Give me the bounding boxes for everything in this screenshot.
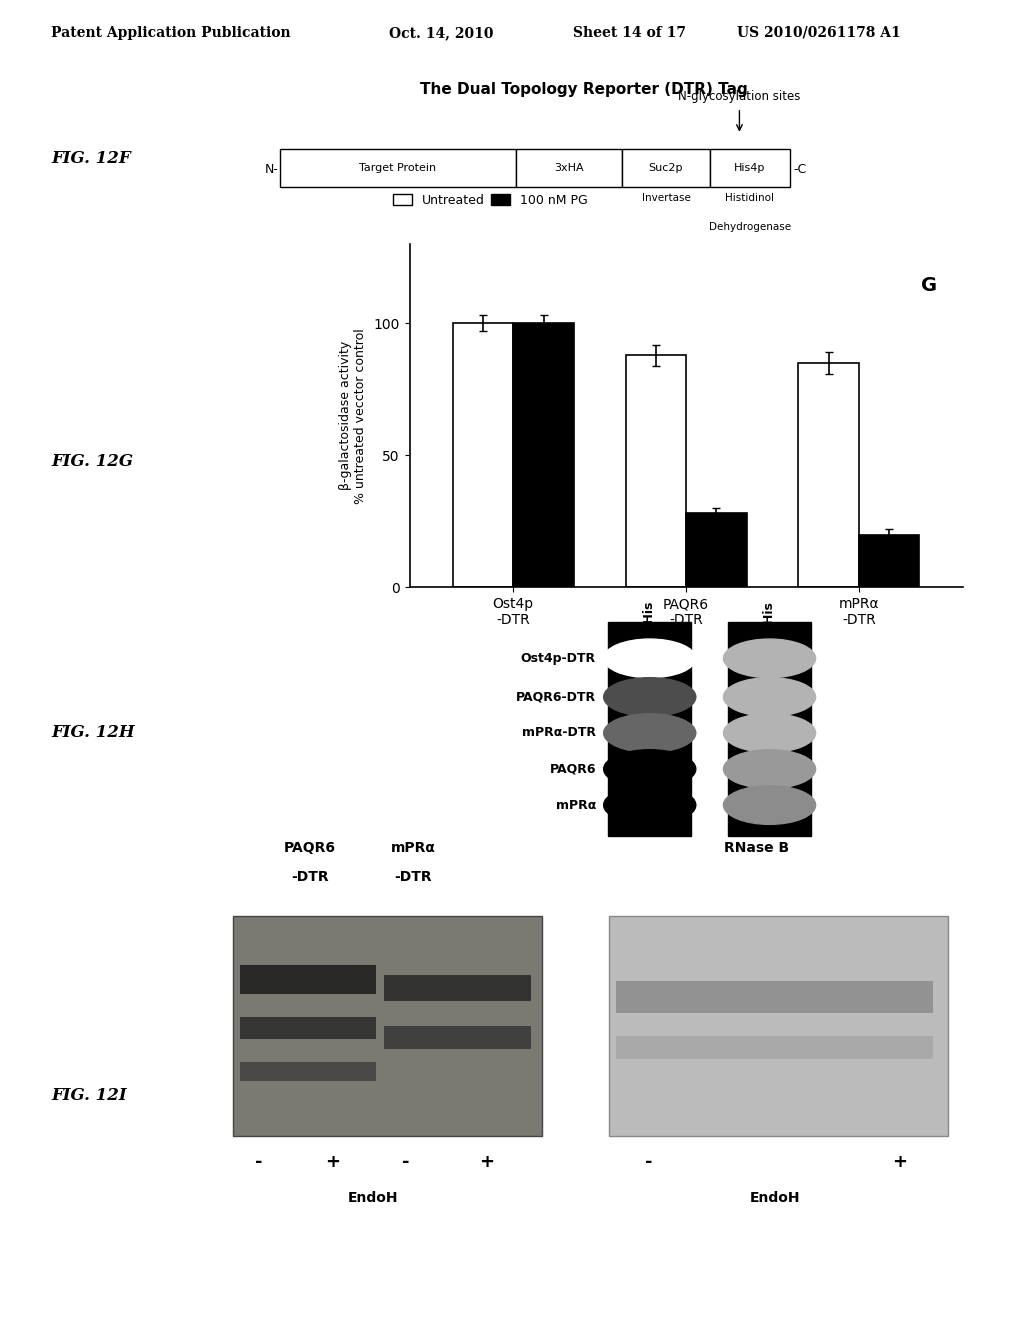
Bar <box>453 323 513 587</box>
Text: PAQR6: PAQR6 <box>550 763 596 776</box>
Text: +: + <box>479 1154 495 1171</box>
Circle shape <box>604 714 696 752</box>
Circle shape <box>723 677 815 717</box>
Text: FIG. 12G: FIG. 12G <box>51 454 133 470</box>
Text: mPRα-DTR: mPRα-DTR <box>522 726 596 739</box>
Text: -: - <box>645 1154 653 1171</box>
Circle shape <box>723 639 815 677</box>
Text: Target Protein: Target Protein <box>359 162 436 173</box>
Text: + His: + His <box>763 602 776 639</box>
Bar <box>240 1016 377 1039</box>
Bar <box>516 149 622 187</box>
Text: FIG. 12H: FIG. 12H <box>51 725 135 741</box>
Bar <box>608 916 948 1137</box>
Text: -DTR: -DTR <box>291 870 329 884</box>
Legend: Untreated, 100 nM PG: Untreated, 100 nM PG <box>388 189 593 211</box>
Text: FIG. 12I: FIG. 12I <box>51 1088 127 1104</box>
Circle shape <box>723 714 815 752</box>
Text: The Dual Topology Reporter (DTR) Tag: The Dual Topology Reporter (DTR) Tag <box>420 82 748 98</box>
Text: His4p: His4p <box>734 162 766 173</box>
Bar <box>728 622 811 836</box>
Bar <box>859 535 920 587</box>
Bar <box>616 1036 933 1059</box>
Text: Ost4p-DTR: Ost4p-DTR <box>521 652 596 665</box>
Text: Suc2p: Suc2p <box>648 162 683 173</box>
Text: G: G <box>921 276 937 294</box>
Bar <box>622 149 710 187</box>
Text: Dehydrogenase: Dehydrogenase <box>709 222 791 232</box>
Bar <box>384 1027 531 1049</box>
Text: +: + <box>892 1154 907 1171</box>
Bar <box>513 323 573 587</box>
Circle shape <box>604 639 696 677</box>
Text: -: - <box>255 1154 262 1171</box>
Bar <box>799 363 859 587</box>
Text: mPRα: mPRα <box>391 841 436 855</box>
Text: 3xHA: 3xHA <box>554 162 584 173</box>
Bar <box>281 149 516 187</box>
Text: -C: -C <box>793 162 806 176</box>
Bar <box>616 981 933 1014</box>
Text: +: + <box>325 1154 340 1171</box>
Circle shape <box>604 677 696 717</box>
Circle shape <box>723 785 815 825</box>
Text: - His: - His <box>643 602 656 634</box>
Text: EndoH: EndoH <box>750 1192 800 1205</box>
Text: PAQR6-DTR: PAQR6-DTR <box>516 690 596 704</box>
Circle shape <box>604 750 696 788</box>
Bar <box>240 1063 377 1081</box>
Bar <box>384 974 531 1001</box>
Text: US 2010/0261178 A1: US 2010/0261178 A1 <box>737 26 901 40</box>
Text: mPRα: mPRα <box>556 799 596 812</box>
Text: Patent Application Publication: Patent Application Publication <box>51 26 291 40</box>
Text: RNase B: RNase B <box>724 841 788 855</box>
Bar <box>240 965 377 994</box>
Text: N-: N- <box>264 162 279 176</box>
Text: Invertase: Invertase <box>641 193 690 203</box>
Bar <box>686 513 746 587</box>
Y-axis label: β-galactosidase activity
% untreated vecctor control: β-galactosidase activity % untreated vec… <box>339 327 367 504</box>
Text: Oct. 14, 2010: Oct. 14, 2010 <box>389 26 494 40</box>
Circle shape <box>723 750 815 788</box>
Text: N-glycosylation sites: N-glycosylation sites <box>678 90 801 103</box>
Text: FIG. 12F: FIG. 12F <box>51 150 131 166</box>
Bar <box>626 355 686 587</box>
Text: PAQR6: PAQR6 <box>284 841 336 855</box>
Text: EndoH: EndoH <box>347 1192 398 1205</box>
Bar <box>608 622 691 836</box>
Text: -DTR: -DTR <box>394 870 432 884</box>
Text: Histidinol: Histidinol <box>725 193 774 203</box>
Circle shape <box>604 785 696 825</box>
Text: -: - <box>402 1154 410 1171</box>
Bar <box>710 149 790 187</box>
Bar <box>232 916 543 1137</box>
Text: Sheet 14 of 17: Sheet 14 of 17 <box>573 26 686 40</box>
